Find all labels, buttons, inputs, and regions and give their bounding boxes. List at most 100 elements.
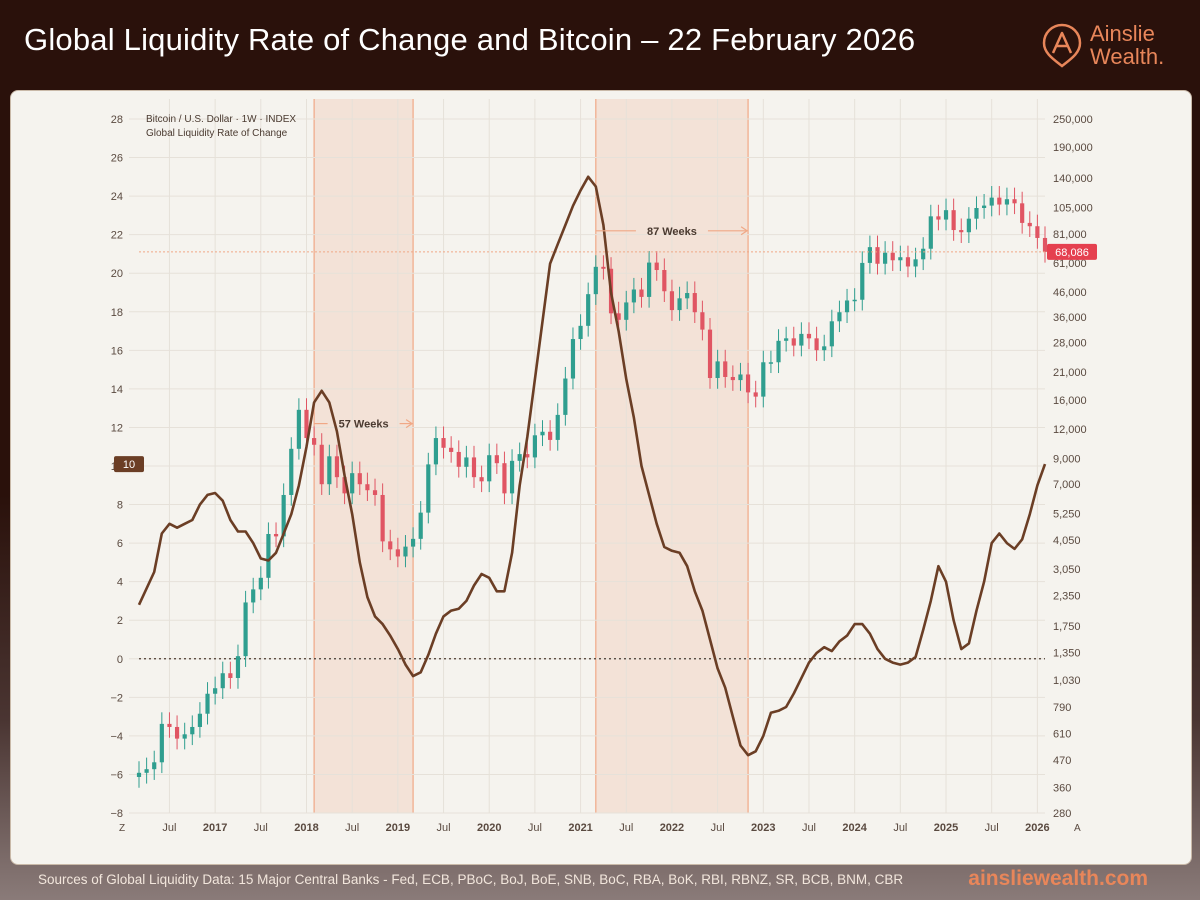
btc-candle [677, 298, 682, 311]
btc-candle [692, 293, 697, 313]
period-label-0: 57 Weeks [339, 419, 389, 431]
btc-candle [304, 409, 309, 439]
btc-candle [243, 602, 248, 657]
x-corner-left: Z [119, 823, 125, 834]
left-tick-label: 24 [111, 191, 123, 203]
x-tick-label: Jul [619, 822, 633, 834]
right-tick-label: 46,000 [1053, 287, 1087, 299]
left-tick-label: 28 [111, 114, 123, 126]
left-tick-label: 16 [111, 345, 123, 357]
btc-candle [685, 293, 690, 299]
btc-candle [464, 457, 469, 467]
btc-candle [555, 414, 560, 440]
left-tick-label: −4 [110, 731, 123, 743]
btc-candle [883, 252, 888, 264]
right-tick-label: 280 [1053, 808, 1071, 820]
sources-note: Sources of Global Liquidity Data: 15 Maj… [38, 872, 904, 887]
chart-panel: 2826242220181614121086420−2−4−6−8250,000… [10, 90, 1192, 865]
btc-candle [342, 477, 347, 494]
btc-candle [837, 312, 842, 322]
btc-candle [647, 262, 652, 297]
btc-candle [266, 533, 271, 578]
left-tick-label: 20 [111, 268, 123, 280]
btc-candle [943, 210, 949, 220]
btc-candle [388, 541, 393, 550]
right-tick-label: 790 [1053, 702, 1071, 714]
btc-candle [319, 444, 324, 485]
brand-line1: Ainslie [1090, 21, 1155, 46]
left-tick-label: 12 [111, 422, 123, 434]
left-tick-label: 18 [111, 307, 123, 319]
chart[interactable]: 2826242220181614121086420−2−4−6−8250,000… [11, 91, 1191, 864]
x-tick-label: Jul [254, 822, 268, 834]
btc-candle [357, 473, 362, 485]
btc-candle [327, 456, 332, 485]
btc-candle [784, 338, 789, 341]
btc-candle [540, 431, 545, 436]
btc-candle [205, 693, 210, 714]
btc-candle [228, 673, 233, 678]
shaded-period-0 [314, 99, 414, 813]
btc-candle [966, 218, 971, 233]
btc-candle [745, 374, 751, 393]
btc-candle [1042, 237, 1048, 252]
btc-candle [410, 538, 416, 547]
x-tick-label: 2021 [568, 822, 592, 834]
left-tick-label: 26 [111, 153, 123, 165]
btc-candle [738, 374, 743, 381]
btc-candle [768, 362, 774, 364]
btc-candle [220, 673, 225, 689]
btc-candle [867, 247, 872, 263]
btc-candle [372, 490, 378, 495]
btc-candle [730, 376, 735, 381]
btc-candle [753, 392, 758, 397]
left-tick-label: 4 [117, 577, 123, 589]
right-tick-label: 4,050 [1053, 535, 1081, 547]
btc-candle [624, 302, 629, 320]
btc-candle [197, 713, 203, 727]
btc-candle [494, 455, 499, 464]
btc-candle [418, 512, 423, 539]
btc-candle [631, 289, 636, 303]
legend-btc: Bitcoin / U.S. Dollar · 1W · INDEX [146, 114, 296, 125]
btc-candle [235, 656, 241, 678]
btc-candle [578, 325, 583, 340]
btc-candle [213, 688, 218, 694]
btc-candle [829, 321, 834, 347]
btc-candle [517, 454, 522, 461]
btc-candle [174, 726, 180, 739]
a-logo-icon [1042, 23, 1082, 68]
btc-candle [182, 734, 187, 739]
btc-candle [479, 477, 484, 482]
x-tick-label: 2019 [386, 822, 410, 834]
btc-candle [1004, 199, 1010, 205]
period-arrowhead-1 [740, 226, 749, 236]
btc-candle [776, 340, 781, 363]
btc-candle [509, 460, 515, 494]
right-tick-label: 16,000 [1053, 395, 1087, 407]
btc-candle [905, 257, 911, 267]
btc-candle [875, 247, 880, 264]
right-tick-label: 250,000 [1053, 114, 1093, 126]
btc-candle [989, 197, 994, 206]
x-tick-label: 2023 [751, 822, 775, 834]
x-tick-label: Jul [985, 822, 999, 834]
btc-candle [441, 438, 446, 448]
right-tick-label: 61,000 [1053, 258, 1087, 270]
btc-candle [190, 726, 195, 735]
site-link[interactable]: ainsliewealth.com [968, 867, 1148, 890]
btc-candle [487, 455, 492, 482]
btc-candle [860, 262, 865, 300]
btc-candle [586, 294, 591, 326]
btc-candle [1020, 203, 1025, 223]
btc-candle [959, 230, 964, 233]
btc-candle [715, 361, 720, 379]
x-tick-label: Jul [162, 822, 176, 834]
btc-candle [395, 549, 400, 557]
btc-candle [814, 338, 819, 351]
right-tick-label: 9,000 [1053, 454, 1081, 466]
right-tick-label: 7,000 [1053, 479, 1081, 491]
btc-candle [822, 346, 827, 351]
btc-candle [502, 463, 507, 494]
right-tick-label: 470 [1053, 755, 1071, 767]
